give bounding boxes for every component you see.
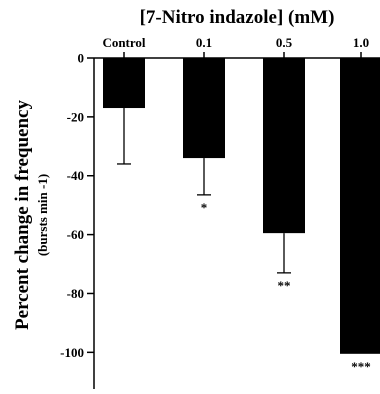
bar bbox=[183, 58, 225, 159]
bar bbox=[340, 58, 380, 354]
significance-marker: ** bbox=[278, 278, 291, 293]
significance-marker: * bbox=[201, 200, 208, 215]
y-tick-label: -20 bbox=[67, 109, 84, 124]
axes-layer bbox=[87, 52, 380, 389]
x-tick-label: 0.5 bbox=[276, 35, 293, 50]
y-axis-unit-label: (bursts min -1) bbox=[35, 174, 50, 256]
error-bars-layer bbox=[117, 108, 291, 274]
chart-title: [7-Nitro indazole] (mM) bbox=[140, 7, 335, 28]
x-tick-label: 0.1 bbox=[196, 35, 212, 50]
x-tick-label: Control bbox=[102, 35, 145, 50]
y-axis-title-group: Percent change in frequency (bursts min … bbox=[12, 100, 50, 330]
y-tick-label: 0 bbox=[78, 51, 85, 66]
bar bbox=[263, 58, 305, 234]
y-tick-label: -100 bbox=[60, 345, 84, 360]
bars-layer bbox=[103, 58, 380, 354]
y-axis-label: Percent change in frequency bbox=[12, 100, 33, 330]
y-tick-label: -40 bbox=[67, 168, 84, 183]
x-tick-label: 1.0 bbox=[353, 35, 369, 50]
y-tick-label: -60 bbox=[67, 227, 84, 242]
significance-marker: *** bbox=[351, 359, 371, 374]
y-tick-label: -80 bbox=[67, 286, 84, 301]
bar bbox=[103, 58, 145, 109]
